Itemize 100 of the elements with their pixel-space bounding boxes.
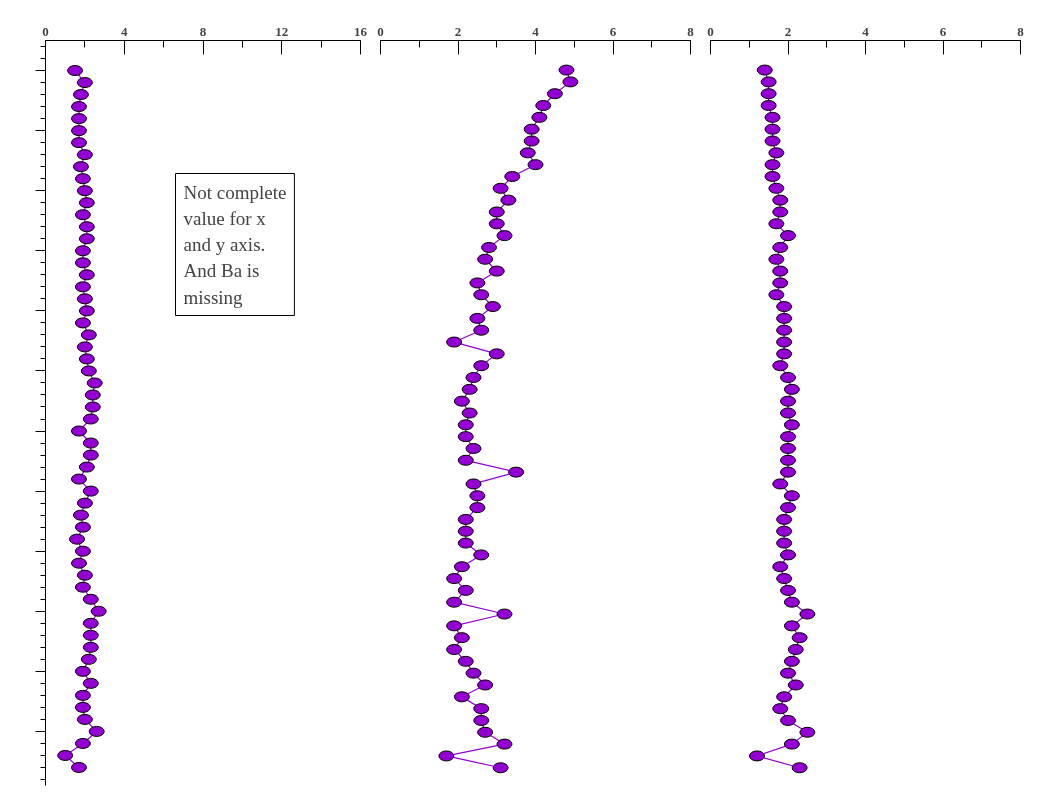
x-tick-label: 16	[354, 23, 368, 39]
point	[74, 209, 91, 221]
point	[776, 312, 793, 324]
x-tick-label: 12	[275, 23, 289, 39]
point	[76, 569, 93, 581]
point	[783, 738, 800, 750]
point	[546, 88, 563, 100]
point	[76, 77, 93, 89]
point	[780, 667, 796, 679]
point	[484, 301, 501, 313]
point	[78, 305, 95, 317]
point	[74, 281, 91, 293]
point	[562, 76, 579, 88]
point	[457, 537, 474, 549]
point	[70, 137, 87, 149]
point	[527, 159, 544, 171]
point	[523, 135, 540, 147]
point	[453, 395, 470, 407]
point	[70, 425, 87, 437]
point	[70, 125, 87, 137]
point	[749, 750, 765, 762]
point	[799, 726, 816, 738]
point	[492, 762, 509, 774]
point	[783, 620, 800, 632]
point	[80, 365, 97, 377]
x-tick-label: 8	[199, 23, 207, 39]
point	[783, 596, 800, 608]
point	[780, 466, 796, 478]
point	[780, 454, 796, 466]
point	[76, 713, 93, 725]
point	[780, 549, 796, 561]
point	[500, 194, 517, 206]
point	[465, 667, 482, 679]
point	[772, 561, 789, 573]
point	[772, 206, 789, 218]
point	[82, 449, 99, 461]
point	[76, 497, 93, 509]
point	[791, 632, 808, 644]
point	[74, 521, 91, 533]
point	[558, 64, 575, 76]
point	[473, 714, 490, 726]
point	[457, 419, 474, 431]
point	[438, 750, 455, 762]
point	[74, 665, 91, 677]
point	[82, 617, 99, 629]
point	[783, 419, 800, 431]
point	[496, 738, 513, 750]
point	[535, 100, 552, 112]
point	[78, 353, 95, 365]
point	[461, 383, 478, 395]
point	[783, 490, 800, 502]
point	[523, 123, 540, 135]
point	[776, 573, 793, 585]
point	[457, 584, 474, 596]
point	[477, 726, 494, 738]
point	[74, 317, 91, 329]
point	[446, 336, 463, 348]
point	[82, 677, 99, 689]
x-tick-label: 8	[687, 23, 695, 39]
point	[473, 549, 490, 561]
point	[74, 245, 91, 257]
point	[780, 502, 796, 514]
point	[783, 655, 800, 667]
point	[86, 377, 103, 389]
point	[799, 608, 816, 620]
point	[492, 182, 509, 194]
x-tick-label: 4	[532, 23, 540, 39]
point	[780, 431, 796, 443]
point	[453, 632, 470, 644]
point	[78, 233, 95, 245]
point	[496, 608, 513, 620]
point	[446, 573, 463, 585]
point	[469, 502, 486, 514]
point	[84, 401, 101, 413]
point	[72, 89, 89, 101]
point	[473, 324, 490, 336]
point	[783, 383, 800, 395]
point	[776, 348, 793, 360]
point	[508, 466, 525, 478]
point	[82, 641, 99, 653]
point	[57, 749, 74, 761]
point	[760, 100, 777, 112]
point	[780, 714, 796, 726]
x-tick-label: 0	[377, 23, 384, 39]
point	[473, 360, 490, 372]
point	[768, 182, 785, 194]
point	[764, 111, 781, 123]
annotation: Not complete value for x and y axis. And Ba is missing	[183, 181, 287, 308]
x-tick-label: 2	[454, 23, 462, 39]
point	[457, 525, 474, 537]
point	[760, 88, 777, 100]
point	[772, 703, 789, 715]
point	[76, 185, 93, 197]
point	[461, 407, 478, 419]
point	[457, 431, 474, 443]
point	[88, 725, 105, 737]
point	[780, 584, 796, 596]
point	[446, 596, 463, 608]
point	[453, 561, 470, 573]
point	[760, 76, 777, 88]
